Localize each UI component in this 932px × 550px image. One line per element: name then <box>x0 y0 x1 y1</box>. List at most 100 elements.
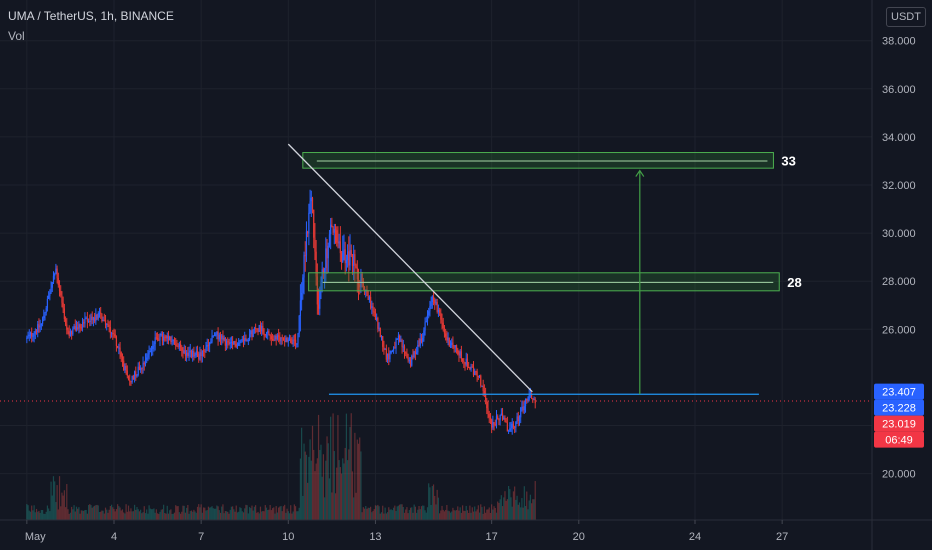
volume-bar <box>305 454 308 520</box>
candle-body <box>501 413 504 420</box>
candle-body <box>230 342 233 344</box>
volume-bar <box>339 467 341 520</box>
candle-body <box>148 351 150 355</box>
candle-body <box>483 390 485 395</box>
volume-bar <box>322 454 325 520</box>
candle-body <box>161 333 164 341</box>
candle-body <box>144 359 147 365</box>
candle-body <box>408 359 410 361</box>
y-tick-label: 36.000 <box>882 84 916 96</box>
candle-body <box>141 367 143 369</box>
volume-bar <box>287 511 289 520</box>
candle-body <box>261 325 263 332</box>
candle-body <box>532 398 534 400</box>
volume-bar <box>58 476 61 520</box>
candle-body <box>324 267 326 273</box>
y-tick-label: 30.000 <box>882 228 916 240</box>
volume-bar <box>147 513 149 520</box>
volume-bar <box>136 507 138 520</box>
volume-bar <box>209 507 211 520</box>
volume-bar <box>360 451 362 520</box>
candle-body <box>200 352 202 357</box>
candle-body <box>194 355 196 357</box>
time-axis[interactable]: May 4 7 10 13 17 20 24 27 <box>25 520 788 543</box>
volume-bar <box>328 478 331 520</box>
candle-body <box>486 399 488 409</box>
volume-bar <box>39 512 41 520</box>
zone-box[interactable] <box>302 152 774 169</box>
candle-body <box>419 338 421 346</box>
volume-bar <box>332 413 334 520</box>
volume-bar <box>416 512 418 520</box>
volume-bar <box>453 510 455 520</box>
candle-body <box>190 350 193 357</box>
candle-body <box>470 366 472 370</box>
symbol-title[interactable]: UMA / TetherUS, 1h, BINANCE <box>8 9 174 23</box>
candle-body <box>68 331 70 337</box>
volume-bar <box>357 443 360 520</box>
volume-bar <box>526 491 528 520</box>
volume-bar <box>131 511 133 520</box>
currency-button[interactable]: USDT <box>886 7 926 27</box>
trendline[interactable] <box>287 143 533 393</box>
volume-bar <box>81 510 84 520</box>
volume-bar <box>130 508 132 520</box>
volume-bar <box>27 505 29 520</box>
volume-bar <box>172 513 174 520</box>
candle-body <box>465 358 467 365</box>
volume-bar <box>498 502 500 520</box>
candle-body <box>251 330 253 337</box>
candle-body <box>528 394 530 400</box>
candle-body <box>379 327 381 337</box>
volume-bar <box>71 506 73 520</box>
volume-bar <box>470 512 472 520</box>
volume-bar <box>245 504 247 520</box>
candle-body <box>320 282 322 291</box>
candle-body <box>373 311 375 313</box>
candle-body <box>487 408 489 415</box>
volume-bar <box>390 509 392 520</box>
volume-bar <box>118 506 120 520</box>
volume-bar <box>316 458 318 520</box>
volume-bar <box>67 509 69 520</box>
volume-bar <box>511 506 513 520</box>
x-tick-label: 7 <box>198 531 204 543</box>
volume-bar <box>307 482 309 520</box>
candle-body <box>286 337 288 342</box>
candle-body <box>385 348 387 360</box>
candle-body <box>534 399 536 404</box>
volume-bar <box>292 511 294 520</box>
volume-indicator-label[interactable]: Vol <box>8 29 25 43</box>
candle-body <box>443 328 446 334</box>
candle-body <box>437 310 439 312</box>
volume-bar <box>57 509 59 520</box>
volume-bar <box>159 511 161 520</box>
candle-body <box>509 428 511 431</box>
volume-bar <box>378 506 380 520</box>
candle-body <box>242 339 245 342</box>
candle-body <box>196 351 199 354</box>
candle-body <box>276 335 279 340</box>
volume-bar <box>251 505 253 520</box>
candle-body <box>297 333 299 344</box>
volume-bar <box>252 510 254 520</box>
volume-bar <box>367 507 369 520</box>
volume-bar <box>75 506 78 520</box>
volume-bar <box>184 512 187 520</box>
candle-body <box>492 422 494 428</box>
candle-body <box>430 302 432 307</box>
volume-bar <box>213 508 216 520</box>
zone-box[interactable] <box>308 272 780 292</box>
volume-bar <box>200 504 202 520</box>
volume-bar <box>94 505 96 520</box>
candle-body <box>418 344 420 346</box>
volume-bar <box>454 510 456 520</box>
volume-bar <box>205 510 207 520</box>
volume-bar <box>264 505 266 520</box>
volume-bar <box>177 506 179 520</box>
candle-body <box>322 269 325 273</box>
volume-bar <box>87 505 90 520</box>
candle-body <box>357 279 360 285</box>
volume-bar <box>534 481 536 520</box>
